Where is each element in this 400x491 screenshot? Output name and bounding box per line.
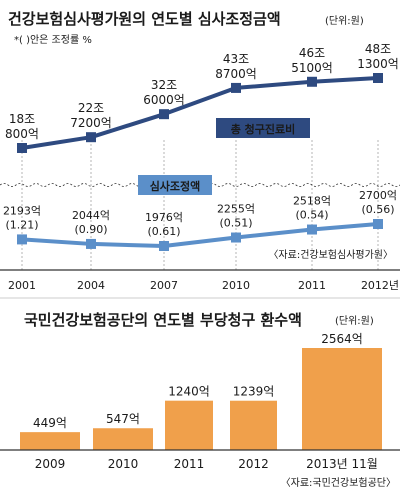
bar-category-label: 2009 [35, 457, 66, 471]
series-total-claims-point [86, 132, 96, 143]
chart2-unit: (단위:원) [335, 314, 374, 327]
series-total-claims-point [17, 143, 27, 153]
total-claims-tag-text: 총 청구진료비 [231, 122, 296, 136]
chart1-x-tick-label: 2004 [77, 279, 105, 292]
total-claims-label-line1: 32조 [151, 78, 177, 92]
chart2-source: 〈자료:국민건강보험공단〉 [281, 477, 396, 489]
chart1-unit: (단위:원) [325, 14, 364, 27]
adjustment-label-line2: (0.61) [147, 225, 180, 238]
adjustment-label-line1: 2193억 [3, 204, 41, 217]
chart1-x-tick-label: 2012년 [361, 279, 399, 292]
total-claims-label-line2: 1300억 [357, 57, 399, 71]
chart1-title: 건강보험심사평가원의 연도별 심사조정금액 [8, 10, 281, 28]
total-claims-label-line1: 48조 [365, 42, 391, 56]
bar-category-label: 2010 [108, 457, 139, 471]
series-adjustment-point [373, 219, 383, 229]
total-claims-label-line2: 7200억 [70, 116, 112, 130]
adjustment-label-line1: 2044억 [72, 209, 110, 222]
series-adjustment-point [231, 232, 241, 243]
adjustment-label-line2: (0.56) [361, 203, 394, 216]
series-total-claims-point [231, 82, 241, 93]
bar-2013년 11월 [302, 348, 382, 450]
chart2-title: 국민건강보험공단의 연도별 부당청구 환수액 [24, 311, 302, 329]
adjustment-label-line1: 2700억 [359, 189, 397, 202]
series-total-claims-point [159, 109, 169, 120]
adjustment-tag-box [138, 175, 212, 195]
total-claims-label-line2: 6000억 [143, 93, 185, 107]
series-adjustment-point [307, 224, 317, 235]
total-claims-label-line1: 18조 [9, 112, 35, 126]
series-adjustment-point [159, 241, 169, 251]
series-total-claims-point [373, 73, 383, 83]
bar-category-label: 2011 [174, 457, 205, 471]
adjustment-label-line2: (0.51) [219, 217, 252, 230]
chart1-x-tick-label: 2011 [298, 279, 326, 292]
total-claims-label-line1: 43조 [223, 52, 249, 66]
series-total-claims-point [307, 76, 317, 87]
series-adjustment-point [17, 234, 27, 245]
total-claims-tag-box [216, 118, 310, 138]
bar-2009 [20, 432, 80, 450]
adjustment-label-line1: 1976억 [145, 211, 183, 224]
total-claims-label-line2: 5100억 [291, 61, 333, 75]
chart1-note: *( )안은 조정률 % [14, 34, 92, 46]
bar-value-label: 547억 [106, 412, 140, 426]
adjustment-label-line1: 2255억 [217, 203, 255, 216]
bar-2011 [165, 400, 213, 450]
adjustment-label-line2: (1.21) [5, 218, 38, 231]
bar-value-label: 1240억 [168, 385, 210, 399]
adjustment-label-line2: (0.54) [295, 209, 328, 222]
bar-value-label: 449억 [33, 416, 67, 430]
total-claims-label-line1: 46조 [299, 46, 325, 60]
chart1-x-tick-label: 2007 [150, 279, 178, 292]
bar-category-label: 2012 [238, 457, 269, 471]
series-adjustment-line [21, 222, 379, 248]
series-total-claims-line [21, 76, 379, 150]
adjustment-tag-text: 심사조정액 [150, 179, 201, 193]
bar-category-label: 2013년 11월 [306, 457, 378, 471]
bar-2010 [93, 428, 153, 450]
adjustment-label-line1: 2518억 [293, 195, 331, 208]
chart1-x-tick-label: 2010 [222, 279, 250, 292]
total-claims-label-line2: 800억 [5, 127, 39, 141]
adjustment-label-line2: (0.90) [74, 223, 107, 236]
chart1-source: 〈자료:건강보험심사평가원〉 [268, 249, 393, 261]
total-claims-label-line2: 8700억 [215, 67, 257, 81]
series-adjustment-point [86, 238, 96, 249]
chart1-x-tick-label: 2001 [8, 279, 36, 292]
bar-2012 [230, 400, 277, 450]
bar-value-label: 1239억 [233, 385, 275, 399]
bar-value-label: 2564억 [321, 332, 363, 346]
total-claims-label-line1: 22조 [78, 101, 104, 115]
